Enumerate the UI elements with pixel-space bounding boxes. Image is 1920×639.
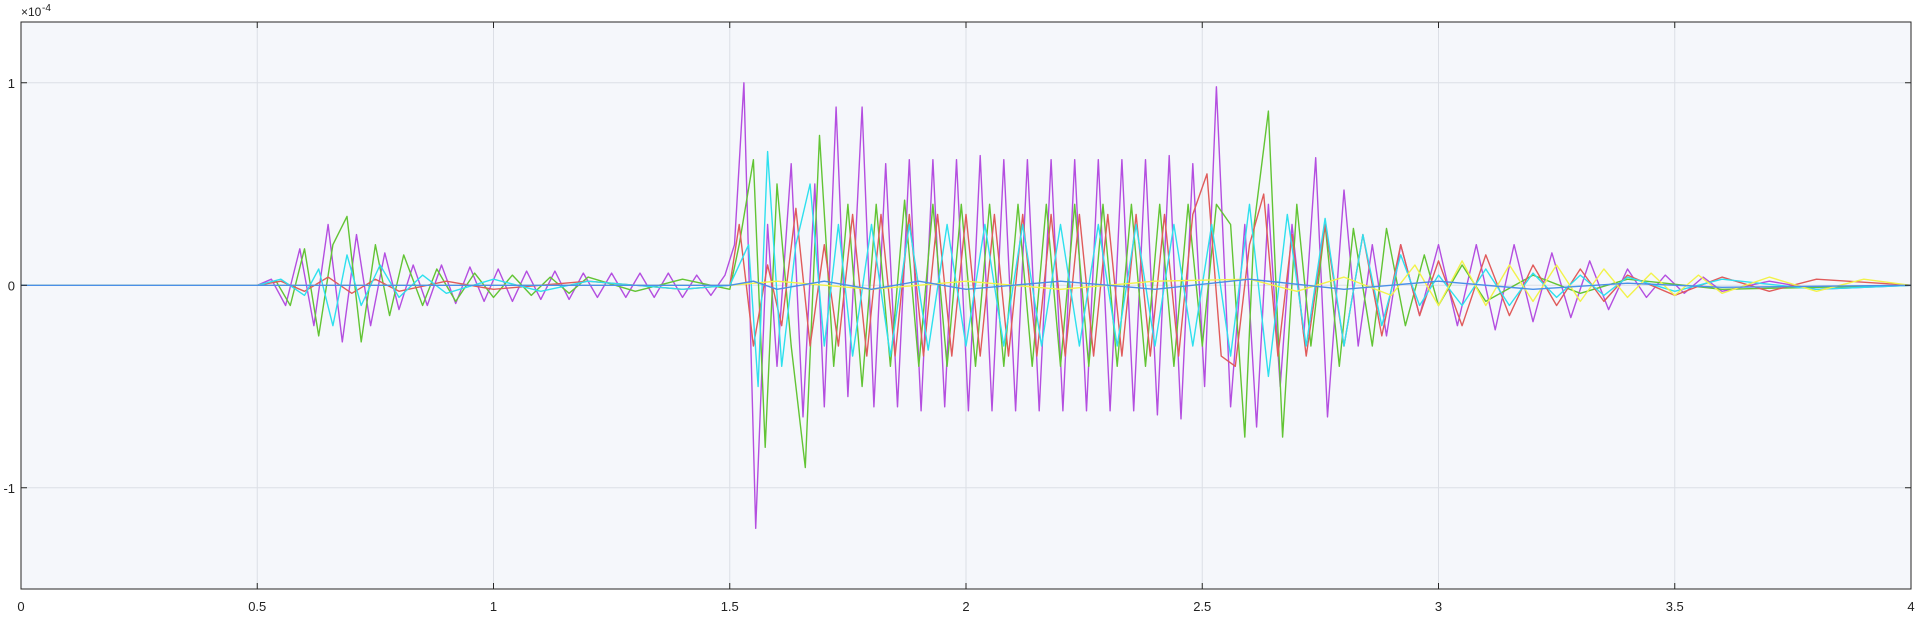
series-lines	[21, 82, 1912, 529]
series-line-5	[21, 260, 1912, 307]
y-exponent-power: -4	[42, 3, 51, 14]
x-tick-label: 0.5	[248, 599, 266, 614]
x-tick-label: 0	[17, 599, 24, 614]
series-line-3	[21, 173, 1912, 367]
y-tick-label: -1	[3, 481, 15, 496]
x-tick-label: 2	[962, 599, 969, 614]
x-tick-label: 3	[1435, 599, 1442, 614]
axis-ticks: 0 0.5 1 1.5 2 2.5 3 3.5 4 1 0 -1	[3, 22, 1915, 614]
x-tick-label: 2.5	[1193, 599, 1211, 614]
series-line-6	[21, 278, 1912, 290]
y-exponent-label: ×10	[21, 5, 42, 19]
x-tick-label: 3.5	[1666, 599, 1684, 614]
x-tick-label: 1	[490, 599, 497, 614]
x-tick-label: 4	[1907, 599, 1914, 614]
series-line-4	[21, 150, 1912, 388]
y-tick-label: 1	[8, 76, 15, 91]
x-tick-label: 1.5	[721, 599, 739, 614]
series-line-1	[21, 82, 1912, 529]
y-tick-label: 0	[8, 278, 15, 293]
